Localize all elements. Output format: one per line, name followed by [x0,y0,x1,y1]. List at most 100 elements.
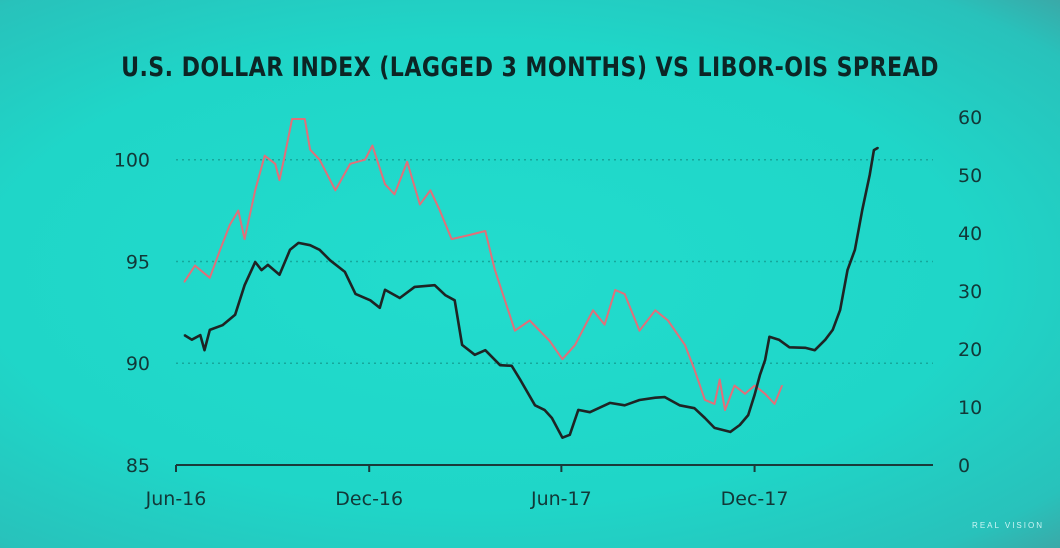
right-tick-label: 60 [958,107,982,129]
data-point [768,336,771,338]
data-point [384,289,386,291]
data-point [439,209,441,212]
data-point [753,394,756,396]
data-point [623,293,626,295]
data-point [344,271,346,273]
data-point [861,209,864,211]
right-tick-label: 30 [958,281,982,303]
data-point [384,183,386,185]
data-point [519,378,521,381]
data-point [399,297,401,299]
data-point [413,286,416,288]
x-tick-label: Dec-17 [721,488,789,510]
data-point [813,349,816,351]
data-point [263,154,266,157]
data-point [406,160,409,163]
data-point [788,346,791,349]
data-point [304,118,306,120]
data-point [824,338,827,341]
data-point [419,203,421,206]
data-point [254,261,256,263]
data-point [274,163,277,165]
data-point [260,269,263,271]
data-point [191,338,193,341]
data-point [208,276,211,279]
left-tick-label: 90 [126,353,150,375]
data-point [664,396,666,398]
data-point [297,242,300,244]
data-point [334,189,337,192]
data-point [773,403,776,405]
data-point [234,313,236,316]
data-point [267,264,269,266]
data-point [243,284,246,287]
data-point [433,284,436,287]
data-point [718,378,721,381]
data-point [747,414,750,416]
data-point [678,404,681,407]
data-point [724,409,726,411]
data-point [733,384,736,387]
data-point [183,281,186,283]
data-point [309,148,311,151]
data-point [543,409,546,411]
data-point [729,431,732,433]
data-point [868,174,871,176]
data-point [873,149,875,151]
data-point [738,424,741,426]
gridlines [176,158,933,364]
data-point [318,158,321,161]
axes [175,464,933,472]
data-point [221,324,224,327]
data-point [684,344,686,346]
data-point [309,244,311,246]
data-point [551,417,553,419]
data-point [831,329,834,331]
data-point [354,293,357,295]
data-point [278,179,281,181]
data-point [194,264,196,267]
left-tick-label: 85 [126,455,150,477]
data-point [283,154,286,157]
right-tick-label: 10 [958,397,982,419]
data-point [254,189,256,192]
data-point [534,404,536,407]
data-point [753,384,756,387]
data-point [569,434,571,436]
data-point [781,384,783,387]
data-point [764,359,766,361]
data-point [499,364,501,367]
data-point [744,392,746,395]
data-point [291,118,293,120]
data-point [510,365,513,367]
data-point [854,249,856,251]
data-point [429,189,432,192]
data-point [577,409,580,411]
data-point [574,344,576,346]
data-point [237,209,240,212]
data-point [349,163,352,165]
data-point [329,259,331,262]
chart-title: U.S. DOLLAR INDEX (LAGGED 3 MONTHS) VS L… [121,52,939,83]
data-point [219,248,222,251]
x-tick-label: Jun-17 [530,488,592,510]
data-point [603,323,606,326]
data-point [289,249,291,251]
data-point [229,224,231,226]
data-point [378,307,381,309]
data-point [623,404,626,407]
data-point [393,193,396,196]
data-point [764,392,766,395]
right-tick-label: 20 [958,339,982,361]
data-point [846,269,849,271]
data-point [183,334,186,336]
right-tick-label: 0 [958,455,970,477]
x-tick-label: Dec-16 [335,488,403,510]
data-point [704,399,706,401]
real-vision-logo: REAL VISION [972,521,1044,530]
data-point [654,309,657,312]
data-point [473,354,476,356]
data-point [494,268,496,271]
data-point [444,294,447,296]
